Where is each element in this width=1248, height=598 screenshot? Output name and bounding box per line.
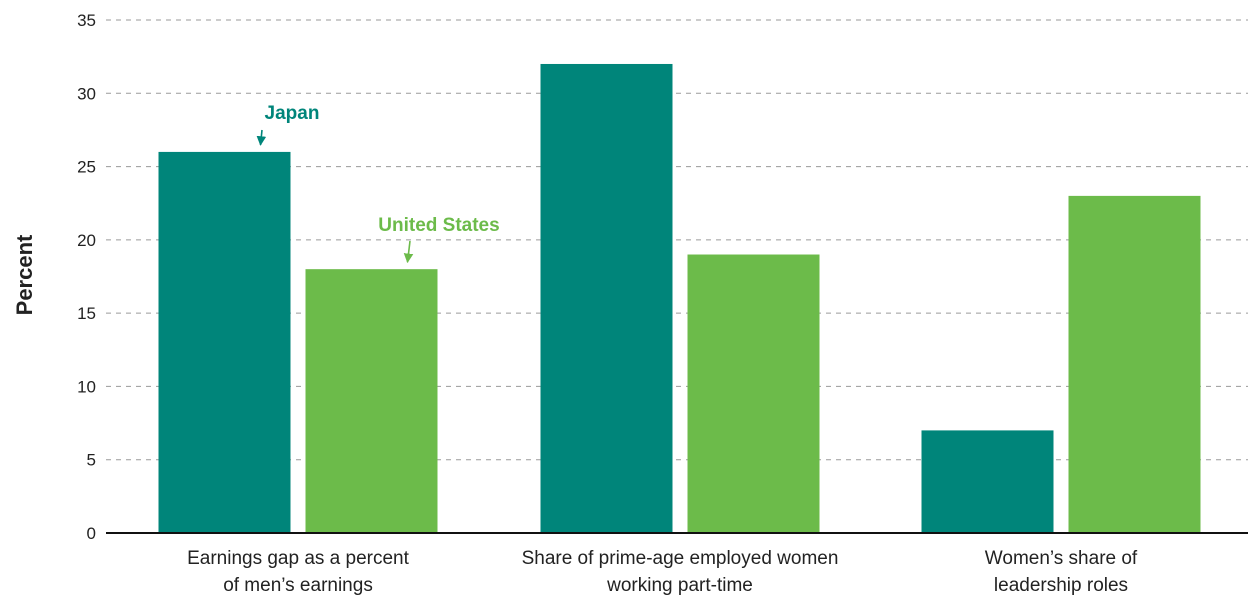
annotation-united-states: United States — [378, 215, 499, 236]
category-label: leadership roles — [994, 575, 1128, 596]
y-tick-label: 15 — [77, 304, 96, 323]
category-labels: Earnings gap as a percent of men’s earnin… — [187, 548, 1138, 596]
y-axis-title: Percent — [12, 234, 37, 315]
bar-united-states-1 — [687, 254, 820, 533]
y-tick-label: 20 — [77, 231, 96, 250]
annotation-arrow — [403, 240, 414, 264]
category-label: working part-time — [606, 575, 753, 596]
annotation-arrow — [256, 129, 267, 146]
y-tick-label: 25 — [77, 158, 96, 177]
y-tick-labels: 0 5 10 15 20 25 30 35 — [77, 11, 96, 543]
category-label: of men’s earnings — [223, 575, 373, 596]
gridlines — [106, 19, 1248, 461]
y-tick-label: 5 — [87, 451, 96, 470]
y-tick-label: 30 — [77, 84, 96, 103]
category-label: Earnings gap as a percent — [187, 548, 410, 569]
y-tick-label: 35 — [77, 11, 96, 30]
y-tick-label: 10 — [77, 377, 96, 396]
bar-japan-1 — [540, 63, 673, 533]
bar-japan-0 — [158, 151, 291, 533]
bar-japan-2 — [921, 430, 1054, 533]
bars — [158, 63, 1201, 533]
annotations: Japan United States — [256, 103, 500, 264]
y-tick-label: 0 — [87, 524, 96, 543]
category-label: Share of prime-age employed women — [522, 548, 839, 569]
annotation-japan: Japan — [265, 103, 320, 124]
bar-united-states-0 — [305, 269, 438, 533]
bar-united-states-2 — [1068, 195, 1201, 533]
category-label: Women’s share of — [985, 548, 1138, 569]
